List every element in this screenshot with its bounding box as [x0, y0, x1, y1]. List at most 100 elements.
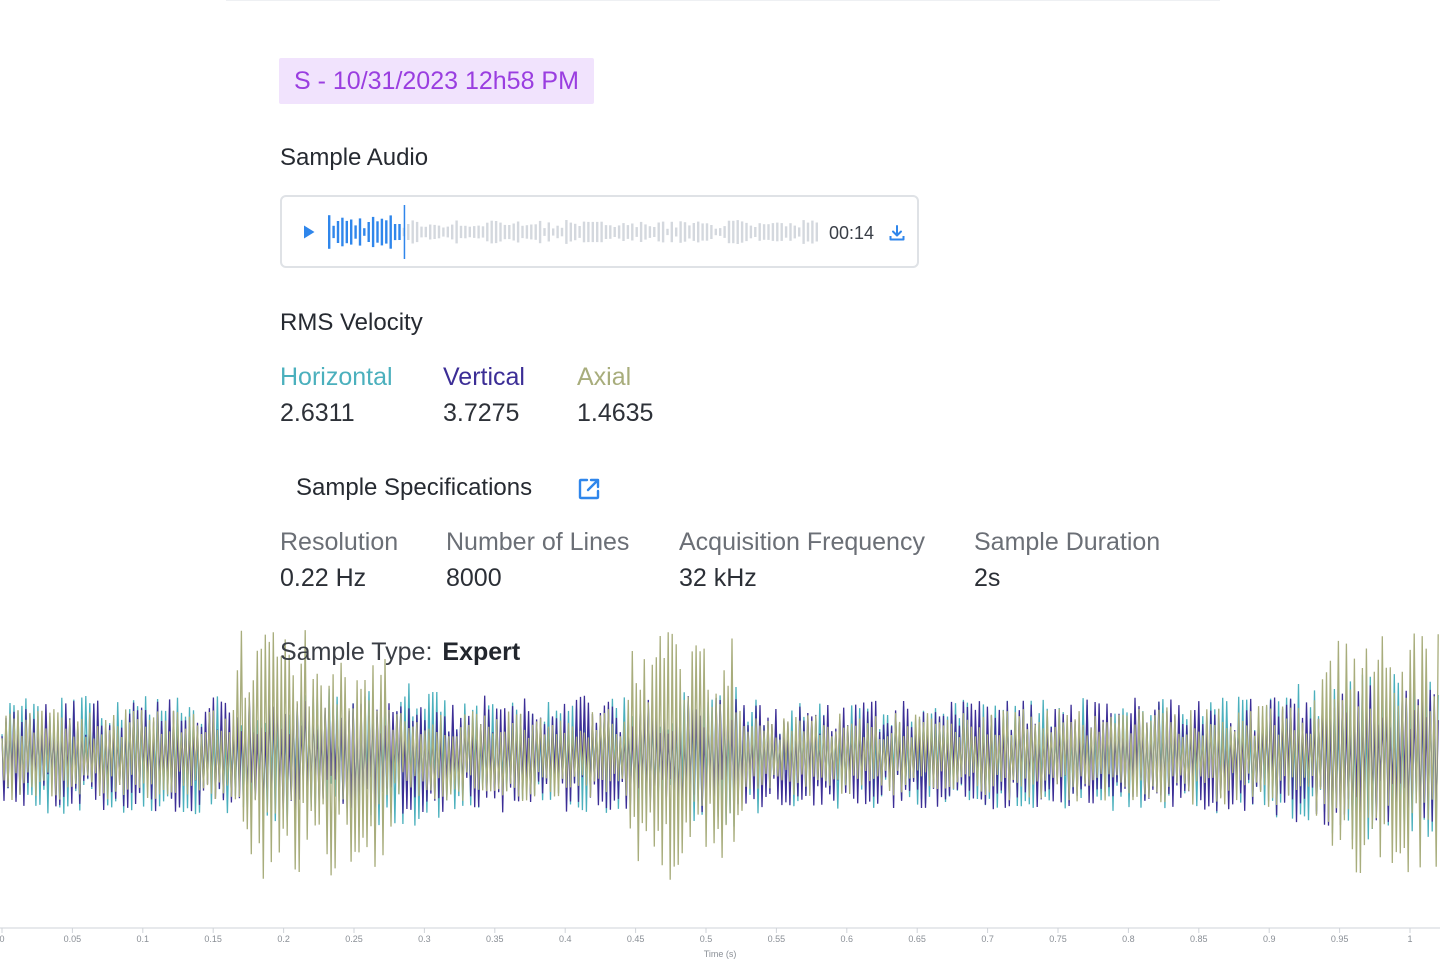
spec-duration-value: 2s [974, 564, 1001, 592]
wave-bar [565, 220, 568, 244]
wave-bar [767, 224, 770, 240]
series-line-2 [1, 630, 1439, 880]
wave-bar [631, 223, 634, 241]
wave-bar [762, 224, 766, 240]
x-tick-label: 0.75 [1049, 934, 1067, 944]
wave-bar [771, 223, 775, 241]
wave-bar [697, 221, 700, 243]
rms-vertical-label: Vertical [443, 363, 525, 391]
wave-bar [481, 226, 485, 238]
x-tick-label: 0.25 [345, 934, 363, 944]
rms-axial: Axial 1.4635 [577, 362, 653, 428]
wave-bar [683, 222, 687, 242]
wave-bar [534, 224, 537, 240]
wave-bar [380, 218, 384, 246]
wave-bar [740, 221, 744, 243]
x-tick-label: 0.4 [559, 934, 572, 944]
x-tick-label: 0.05 [64, 934, 82, 944]
wave-bar [354, 225, 357, 239]
wave-bar [411, 220, 414, 244]
wave-bar [670, 221, 673, 243]
wave-bar [609, 225, 612, 239]
x-tick-label: 0.9 [1263, 934, 1276, 944]
rms-horizontal-value: 2.6311 [280, 399, 355, 427]
wave-bar [499, 222, 502, 242]
wave-bar [648, 226, 652, 238]
wave-bar [578, 226, 581, 238]
spec-resolution: Resolution 0.22 Hz [280, 527, 398, 593]
wave-bar [538, 220, 542, 244]
wave-bar [727, 220, 731, 244]
spec-frequency-value: 32 kHz [679, 564, 757, 592]
wave-bar [780, 223, 783, 241]
spec-resolution-value: 0.22 Hz [280, 564, 367, 592]
wave-bar [626, 225, 630, 239]
wave-bar [363, 228, 366, 236]
wave-bar [815, 222, 818, 242]
x-tick-label: 0.6 [841, 934, 854, 944]
wave-bar [789, 223, 792, 241]
wave-bar [336, 221, 340, 243]
rms-vertical-value: 3.7275 [443, 399, 520, 427]
sample-type: Sample Type: Expert [280, 638, 520, 667]
rms-axial-value: 1.4635 [577, 399, 654, 427]
wave-bar [521, 225, 524, 239]
time-waveform-chart: 0 0.05 0.1 0.15 0.2 0.25 0.3 0.35 0.4 0.45 0.5 0.55… [0, 630, 1440, 959]
wave-bar [547, 222, 550, 242]
top-divider [226, 0, 1220, 1]
wave-bar [784, 226, 788, 238]
x-tick-label: 0.5 [700, 934, 713, 944]
wave-bar [657, 222, 660, 242]
wave-bar [468, 226, 471, 238]
rms-vertical: Vertical 3.7275 [443, 362, 525, 428]
x-tick-label: 0.65 [908, 934, 926, 944]
wave-bar [516, 221, 520, 243]
rms-axial-label: Axial [577, 363, 632, 391]
wave-bar [376, 221, 379, 243]
wave-bar [600, 221, 603, 243]
spec-number-of-lines: Number of Lines 8000 [446, 527, 629, 593]
download-icon[interactable] [887, 223, 907, 243]
wave-bar [719, 228, 722, 236]
wave-bar [560, 227, 564, 237]
wave-bar [701, 223, 704, 241]
spec-lines-value: 8000 [446, 564, 502, 592]
wave-bar [806, 222, 810, 242]
wave-bar [811, 220, 814, 244]
wave-bar [552, 228, 555, 236]
x-tick-label: 0.45 [627, 934, 645, 944]
wave-bar [604, 225, 608, 239]
wave-bar [688, 225, 691, 239]
x-tick-label: 0.8 [1122, 934, 1135, 944]
rms-horizontal: Horizontal 2.6311 [280, 362, 393, 428]
wave-bar [675, 227, 678, 237]
wave-bar [596, 221, 599, 243]
wave-bar [332, 225, 335, 239]
wave-bar [367, 222, 370, 242]
wave-bar [477, 225, 480, 239]
wave-bar [617, 225, 621, 239]
play-icon[interactable] [301, 224, 317, 240]
rms-velocity-title: RMS Velocity [280, 309, 423, 336]
audio-player: 00:14 [280, 195, 919, 268]
audio-waveform[interactable] [328, 205, 820, 259]
wave-bar [415, 221, 419, 243]
x-tick-label: 1 [1407, 934, 1412, 944]
wave-bar [723, 226, 726, 238]
external-link-icon[interactable] [576, 476, 602, 502]
audio-duration: 00:14 [829, 223, 875, 243]
wave-bar [793, 225, 796, 239]
x-axis-label: Time (s) [704, 949, 737, 959]
sample-name-badge: S - 10/31/2023 12h58 PM [279, 58, 594, 104]
wave-bar [393, 224, 397, 241]
wave-bar [644, 224, 647, 240]
wave-bar [437, 225, 441, 239]
wave-bar [442, 227, 445, 237]
wave-bar [341, 217, 344, 247]
wave-bar [389, 215, 392, 249]
wave-bar [494, 221, 498, 244]
sample-type-label: Sample Type: [280, 638, 433, 666]
wave-bar [653, 227, 656, 237]
x-tick-label: 0.55 [768, 934, 786, 944]
wave-bar [705, 223, 709, 241]
